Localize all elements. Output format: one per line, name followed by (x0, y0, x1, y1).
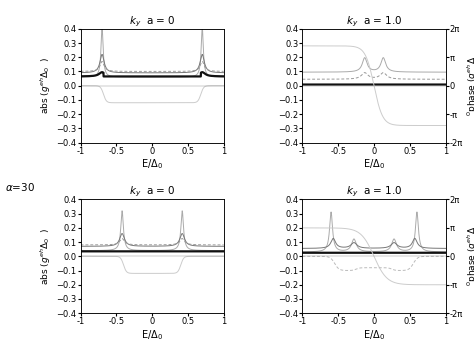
Text: $\alpha$=30: $\alpha$=30 (5, 181, 35, 193)
Title: $k_y$  a = 1.0: $k_y$ a = 1.0 (346, 185, 402, 199)
X-axis label: E/$\Delta_0$: E/$\Delta_0$ (141, 328, 163, 342)
X-axis label: E/$\Delta_0$: E/$\Delta_0$ (363, 328, 385, 342)
Title: $k_y$  a = 1.0: $k_y$ a = 1.0 (346, 14, 402, 29)
Y-axis label: abs ($g^{eh}\Delta_0$  ): abs ($g^{eh}\Delta_0$ ) (39, 228, 54, 285)
X-axis label: E/$\Delta_0$: E/$\Delta_0$ (141, 157, 163, 171)
Y-axis label: $^0$phase ($g^{eh}\Delta$: $^0$phase ($g^{eh}\Delta$ (466, 226, 474, 287)
Title: $k_y$  a = 0: $k_y$ a = 0 (129, 14, 175, 29)
Y-axis label: $^0$phase ($g^{eh}\Delta$: $^0$phase ($g^{eh}\Delta$ (466, 55, 474, 116)
Title: $k_y$  a = 0: $k_y$ a = 0 (129, 185, 175, 199)
X-axis label: E/$\Delta_0$: E/$\Delta_0$ (363, 157, 385, 171)
Y-axis label: abs ($g^{eh}\Delta_0$  ): abs ($g^{eh}\Delta_0$ ) (39, 57, 54, 114)
